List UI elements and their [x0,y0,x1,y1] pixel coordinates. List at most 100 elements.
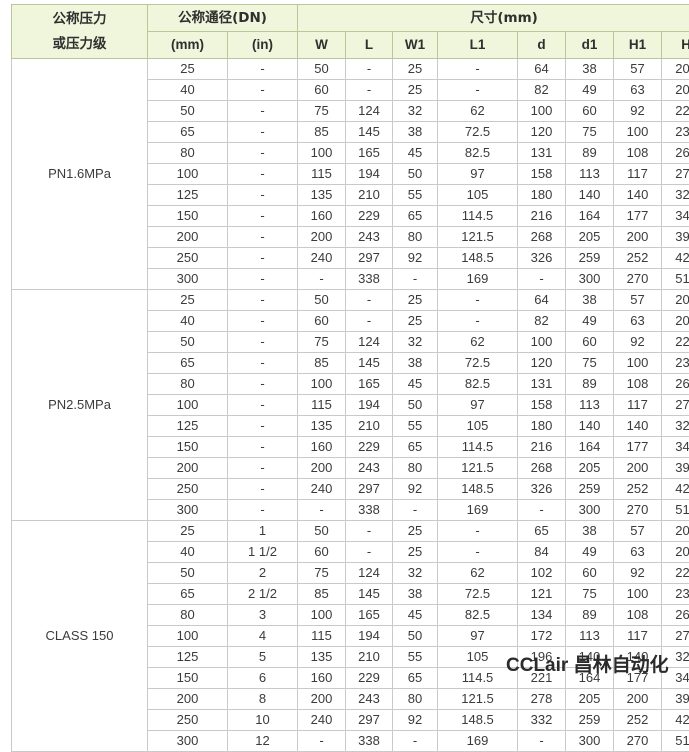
cell-d1: 259 [566,479,614,500]
cell-dn-mm: 100 [148,626,228,647]
cell-dn-in: 2 [228,563,298,584]
cell-w: 85 [298,353,346,374]
cell-l: 194 [346,164,393,185]
cell-l: 210 [346,185,393,206]
cell-dn-in: - [228,206,298,227]
cell-l1: 72.5 [438,353,518,374]
cell-w: 200 [298,227,346,248]
cell-d: 158 [518,164,566,185]
cell-l: - [346,521,393,542]
cell-h: 340 [662,206,689,227]
cell-dn-mm: 125 [148,416,228,437]
cell-w: 115 [298,626,346,647]
cell-h: 260 [662,374,689,395]
cell-l1: 121.5 [438,689,518,710]
cell-d: - [518,500,566,521]
cell-h: 510 [662,500,689,521]
cell-h: 320 [662,416,689,437]
cell-l1: 105 [438,185,518,206]
cell-l: 165 [346,605,393,626]
dimension-spec-table: 公称压力 或压力级 公称通径(DN) 尺寸(mm) (mm) (in) W L … [11,4,689,752]
cell-h1: 177 [614,437,662,458]
cell-d: 216 [518,206,566,227]
cell-w: 50 [298,521,346,542]
cell-h: 205 [662,311,689,332]
cell-h: 235 [662,584,689,605]
header-h1: H1 [614,32,662,59]
cell-dn-mm: 65 [148,584,228,605]
cell-dn-mm: 25 [148,59,228,80]
cell-l: - [346,59,393,80]
cell-w: 240 [298,479,346,500]
cell-dn-in: - [228,479,298,500]
cell-l: 297 [346,710,393,731]
cell-d: 268 [518,227,566,248]
cell-l1: 105 [438,416,518,437]
cell-d: 131 [518,143,566,164]
cell-dn-in: 1 [228,521,298,542]
table-body: PN1.6MPa25-50-25-64385720040-60-25-82496… [12,59,689,752]
cell-l1: 169 [438,731,518,752]
cell-dn-in: - [228,437,298,458]
cell-d: 64 [518,59,566,80]
cell-w1: 80 [393,689,438,710]
cell-h1: 117 [614,395,662,416]
cell-d1: 164 [566,206,614,227]
cell-l: 229 [346,668,393,689]
cell-d: 268 [518,458,566,479]
cell-d1: 259 [566,710,614,731]
cell-h: 390 [662,458,689,479]
cell-l: - [346,80,393,101]
cell-l: 297 [346,479,393,500]
cell-d: 134 [518,605,566,626]
cell-dn-mm: 300 [148,731,228,752]
cell-w1: 80 [393,227,438,248]
cell-l1: 114.5 [438,668,518,689]
cell-d1: 113 [566,164,614,185]
cell-d1: 140 [566,185,614,206]
cell-w1: 25 [393,59,438,80]
cell-w1: 38 [393,353,438,374]
cell-h1: 92 [614,563,662,584]
cell-h: 205 [662,80,689,101]
cell-d: 65 [518,521,566,542]
cell-h1: 57 [614,59,662,80]
cell-dn-mm: 40 [148,311,228,332]
cell-l: 124 [346,332,393,353]
cell-w1: 25 [393,521,438,542]
cell-l: 124 [346,563,393,584]
cell-dn-mm: 25 [148,521,228,542]
cell-dn-in: - [228,164,298,185]
cell-dn-mm: 80 [148,374,228,395]
header-w1: W1 [393,32,438,59]
cell-l1: 97 [438,164,518,185]
cell-d1: 205 [566,689,614,710]
header-nominal-pressure-line1: 公称压力 [12,7,147,32]
cell-d1: 164 [566,437,614,458]
cell-dn-in: 8 [228,689,298,710]
cell-h: 225 [662,563,689,584]
cell-dn-in: - [228,311,298,332]
cell-h1: 252 [614,479,662,500]
cell-dn-mm: 150 [148,668,228,689]
cell-h1: 270 [614,731,662,752]
cell-d: 221 [518,668,566,689]
cell-w: 50 [298,290,346,311]
cell-w: 160 [298,206,346,227]
cell-dn-in: - [228,80,298,101]
cell-w: 115 [298,164,346,185]
cell-l1: - [438,542,518,563]
cell-d: 180 [518,185,566,206]
cell-h: 420 [662,479,689,500]
cell-h: 200 [662,521,689,542]
cell-d1: 60 [566,101,614,122]
cell-dn-in: - [228,500,298,521]
cell-w: 135 [298,647,346,668]
cell-l: 165 [346,143,393,164]
cell-h1: 252 [614,248,662,269]
cell-d: 84 [518,542,566,563]
header-dn-in: (in) [228,32,298,59]
cell-h: 320 [662,185,689,206]
